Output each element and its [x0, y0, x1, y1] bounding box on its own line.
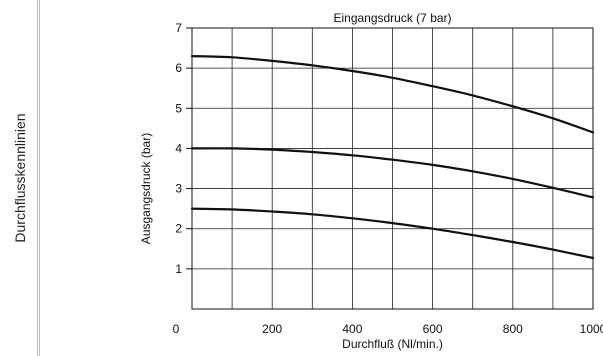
series-line-1 [190, 55, 595, 134]
plot-frame [191, 27, 594, 310]
series-layer [190, 55, 595, 260]
y-tick-label: 5 [175, 101, 182, 115]
y-axis-label: Ausgangsdruck (bar) [139, 133, 153, 244]
x-tick-label: 1000 [580, 322, 603, 336]
x-tick-label: 0 [173, 322, 180, 336]
y-tick-label: 4 [175, 141, 182, 155]
y-tick-label: 2 [175, 222, 182, 236]
series-line-2 [190, 147, 595, 199]
y-tick-label: 1 [175, 262, 182, 276]
chart-title: Eingangsdruck (7 bar) [333, 11, 451, 25]
left-rail: Durchflusskennlinien [0, 0, 40, 356]
y-tick-label: 3 [175, 182, 182, 196]
y-tick-label: 6 [175, 61, 182, 75]
x-tick-label: 200 [262, 322, 282, 336]
x-tick-label: 400 [342, 322, 362, 336]
x-tick-label: 600 [423, 322, 443, 336]
grid [192, 28, 593, 309]
x-axis-label: Durchfluß (Nl/min.) [342, 337, 443, 351]
y-tick-label: 7 [175, 21, 182, 35]
tick-labels: 1 2 3 4 5 6 7 0 200 400 600 800 1000 [173, 21, 603, 336]
series-line-3 [190, 207, 595, 260]
x-tick-label: 800 [503, 322, 523, 336]
